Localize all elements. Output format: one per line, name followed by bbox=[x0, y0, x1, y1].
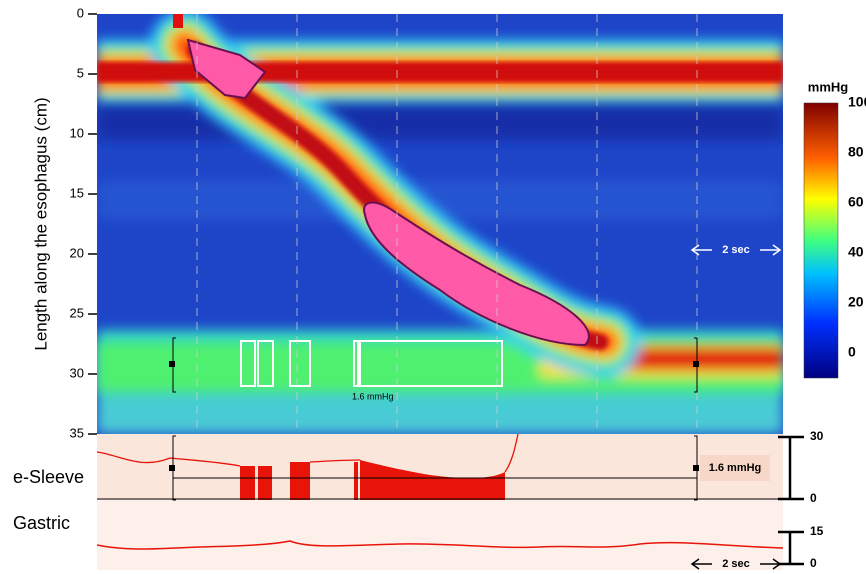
y-tick-label: 30 bbox=[70, 365, 84, 380]
trace-panel bbox=[97, 500, 783, 570]
colorbar-tick-label: 40 bbox=[848, 244, 864, 260]
y-axis-label: Length along the esophagus (cm) bbox=[31, 97, 50, 350]
colorbar-tick-label: 0 bbox=[848, 344, 856, 360]
y-tick-label: 30 bbox=[810, 429, 824, 443]
colorbar-tick-label: 60 bbox=[848, 194, 864, 210]
colorbar-tick-label: 80 bbox=[848, 144, 864, 160]
marker bbox=[169, 465, 175, 471]
y-tick-label: 10 bbox=[70, 125, 84, 140]
colorbar-title: mmHg bbox=[808, 79, 849, 94]
y-tick-label: 20 bbox=[70, 245, 84, 260]
marker bbox=[693, 465, 699, 471]
y-tick-label: 0 bbox=[810, 556, 817, 570]
colorbar-tick-label: 20 bbox=[848, 294, 864, 310]
y-tick-label: 35 bbox=[70, 425, 84, 440]
annotation: 1.6 mmHg bbox=[352, 391, 394, 401]
marker bbox=[169, 361, 175, 367]
annotation: 1.6 mmHg bbox=[709, 462, 762, 474]
y-tick-label: 0 bbox=[77, 5, 84, 20]
trace-name: Gastric bbox=[13, 513, 70, 533]
colorbar bbox=[804, 103, 838, 378]
trace-name: e-Sleeve bbox=[13, 467, 84, 487]
colorbar-tick-label: 100 bbox=[848, 94, 866, 110]
time-scale: 2 sec bbox=[722, 558, 750, 570]
y-tick-label: 5 bbox=[77, 65, 84, 80]
y-tick-label: 15 bbox=[70, 185, 84, 200]
y-tick-label: 0 bbox=[810, 491, 817, 505]
marker bbox=[693, 361, 699, 367]
topography-plot bbox=[97, 14, 783, 434]
y-tick-label: 25 bbox=[70, 305, 84, 320]
y-tick-label: 15 bbox=[810, 524, 824, 538]
time-scale: 2 sec bbox=[722, 244, 750, 256]
figure: 1.6 mmHg 2 sec Length along the esophagu… bbox=[0, 0, 866, 574]
